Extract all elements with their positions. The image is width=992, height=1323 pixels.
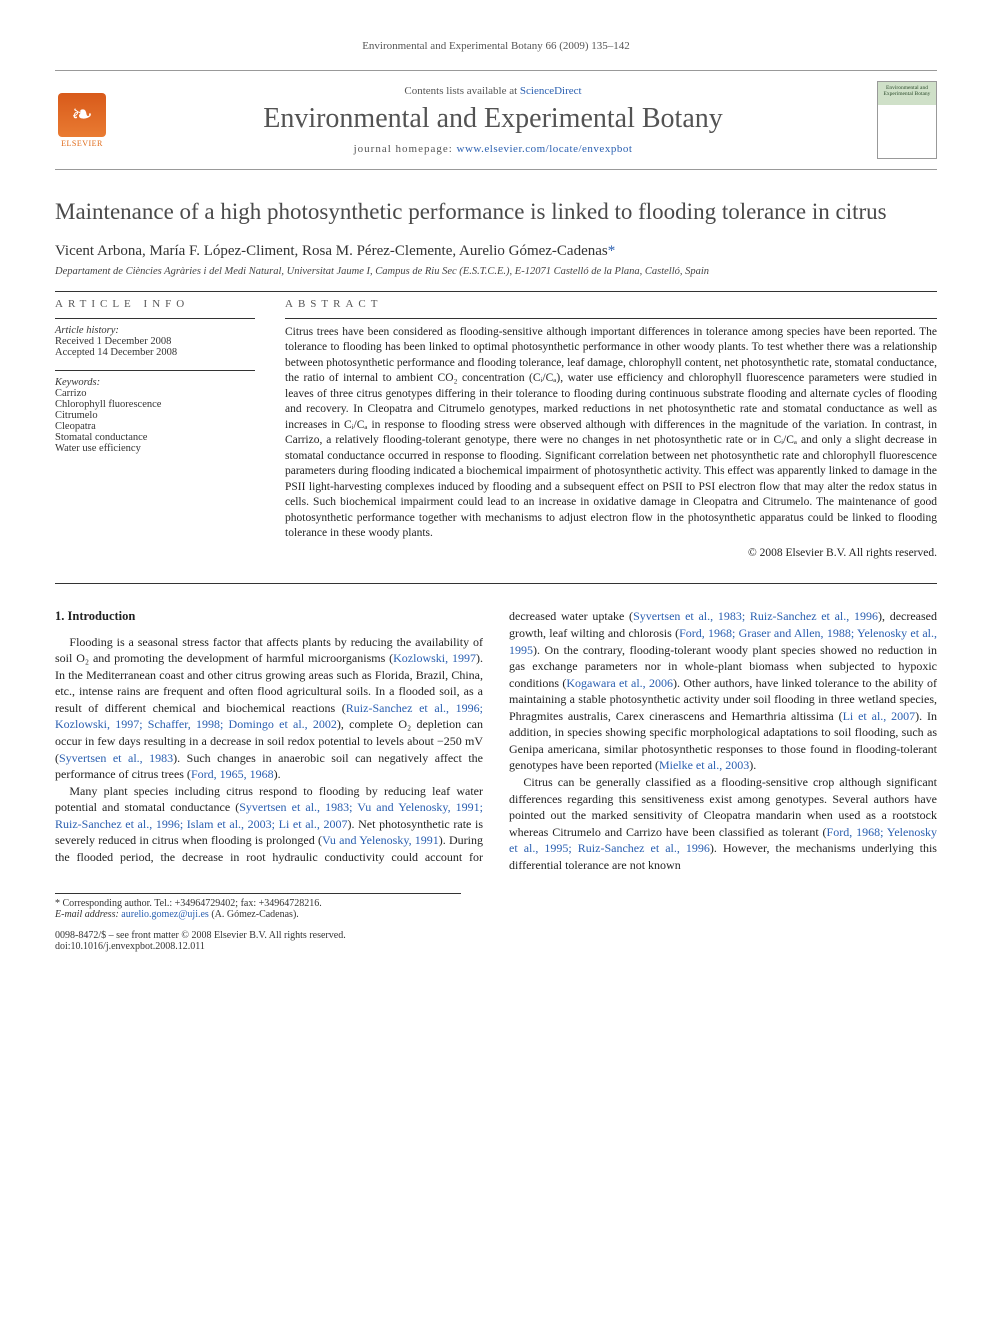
intro-paragraph-3: Citrus can be generally classified as a … (509, 774, 937, 873)
keyword-item: Water use efficiency (55, 443, 255, 454)
citation-link[interactable]: Ford, 1965, 1968 (191, 767, 274, 781)
email-footnote: E-mail address: aurelio.gomez@uji.es (A.… (55, 909, 461, 920)
keyword-item: Citrumelo (55, 410, 255, 421)
abstract-text: Citrus trees have been considered as flo… (285, 325, 937, 562)
keyword-item: Stomatal conductance (55, 432, 255, 443)
email-tail: (A. Gómez-Cadenas). (209, 909, 299, 920)
footnotes: * Corresponding author. Tel.: +349647294… (55, 893, 461, 920)
citation-link[interactable]: Kozlowski, 1997 (393, 651, 476, 665)
rule-info-1 (55, 318, 255, 319)
citation-link[interactable]: Syvertsen et al., 1983; Ruiz-Sanchez et … (633, 609, 878, 623)
contents-prefix: Contents lists available at (404, 85, 519, 97)
citation-link[interactable]: Vu and Yelenosky, (322, 833, 415, 847)
abstract-copyright: © 2008 Elsevier B.V. All rights reserved… (285, 546, 937, 562)
journal-homepage-line: journal homepage: www.elsevier.com/locat… (123, 143, 863, 155)
section-heading-introduction: 1. Introduction (55, 608, 483, 625)
journal-cover-thumbnail: Environmental and Experimental Botany (877, 81, 937, 159)
sciencedirect-link[interactable]: ScienceDirect (520, 85, 582, 97)
corresponding-author-marker[interactable]: * (608, 243, 616, 259)
authors-line: Vicent Arbona, María F. López-Climent, R… (55, 243, 937, 260)
running-header: Environmental and Experimental Botany 66… (55, 40, 937, 52)
doi-line: doi:10.1016/j.envexpbot.2008.12.011 (55, 941, 937, 952)
intro-paragraph-1: Flooding is a seasonal stress factor tha… (55, 634, 483, 783)
citation-link[interactable]: Syvertsen et al., 1983 (59, 751, 173, 765)
homepage-prefix: journal homepage: (354, 143, 457, 155)
keyword-item: Carrizo (55, 388, 255, 399)
abstract-body: Citrus trees have been considered as flo… (285, 326, 937, 540)
elsevier-logo: ❧ ELSEVIER (55, 90, 109, 150)
elsevier-brand: ELSEVIER (61, 139, 103, 148)
keyword-item: Cleopatra (55, 421, 255, 432)
history-accepted: Accepted 14 December 2008 (55, 347, 255, 358)
history-heading: Article history: (55, 325, 255, 336)
citation-link[interactable]: Li et al., 2007 (843, 709, 916, 723)
doi-block: 0098-8472/$ – see front matter © 2008 El… (55, 930, 937, 952)
body-columns: 1. Introduction Flooding is a seasonal s… (55, 608, 937, 873)
front-matter-line: 0098-8472/$ – see front matter © 2008 El… (55, 930, 937, 941)
journal-name: Environmental and Experimental Botany (123, 103, 863, 135)
keyword-item: Chlorophyll fluorescence (55, 399, 255, 410)
email-label: E-mail address: (55, 909, 121, 920)
corresponding-author-footnote: * Corresponding author. Tel.: +349647294… (55, 898, 461, 909)
article-history: Article history: Received 1 December 200… (55, 325, 255, 358)
corresponding-email-link[interactable]: aurelio.gomez@uji.es (121, 909, 209, 920)
contents-available-line: Contents lists available at ScienceDirec… (123, 85, 863, 97)
article-info-label: article info (55, 298, 255, 310)
cover-label: Environmental and Experimental Botany (881, 86, 933, 98)
citation-link[interactable]: 1991 (415, 833, 439, 847)
history-received: Received 1 December 2008 (55, 336, 255, 347)
keywords-heading: Keywords: (55, 377, 255, 388)
elsevier-tree-icon: ❧ (71, 102, 93, 128)
masthead: ❧ ELSEVIER Contents lists available at S… (55, 70, 937, 170)
journal-homepage-link[interactable]: www.elsevier.com/locate/envexpbot (457, 143, 633, 155)
citation-link[interactable]: Mielke et al., 2003 (659, 758, 749, 772)
affiliation: Departament de Ciències Agràries i del M… (55, 266, 937, 277)
keywords-block: Keywords: Carrizo Chlorophyll fluorescen… (55, 377, 255, 454)
article-title: Maintenance of a high photosynthetic per… (55, 198, 937, 227)
rule-abs (285, 318, 937, 319)
rule-upper (55, 291, 937, 292)
abstract-label: abstract (285, 298, 937, 310)
authors-names: Vicent Arbona, María F. López-Climent, R… (55, 243, 608, 259)
rule-info-2 (55, 370, 255, 371)
citation-link[interactable]: Kogawara et al., 2006 (566, 676, 673, 690)
rule-lower (55, 583, 937, 584)
